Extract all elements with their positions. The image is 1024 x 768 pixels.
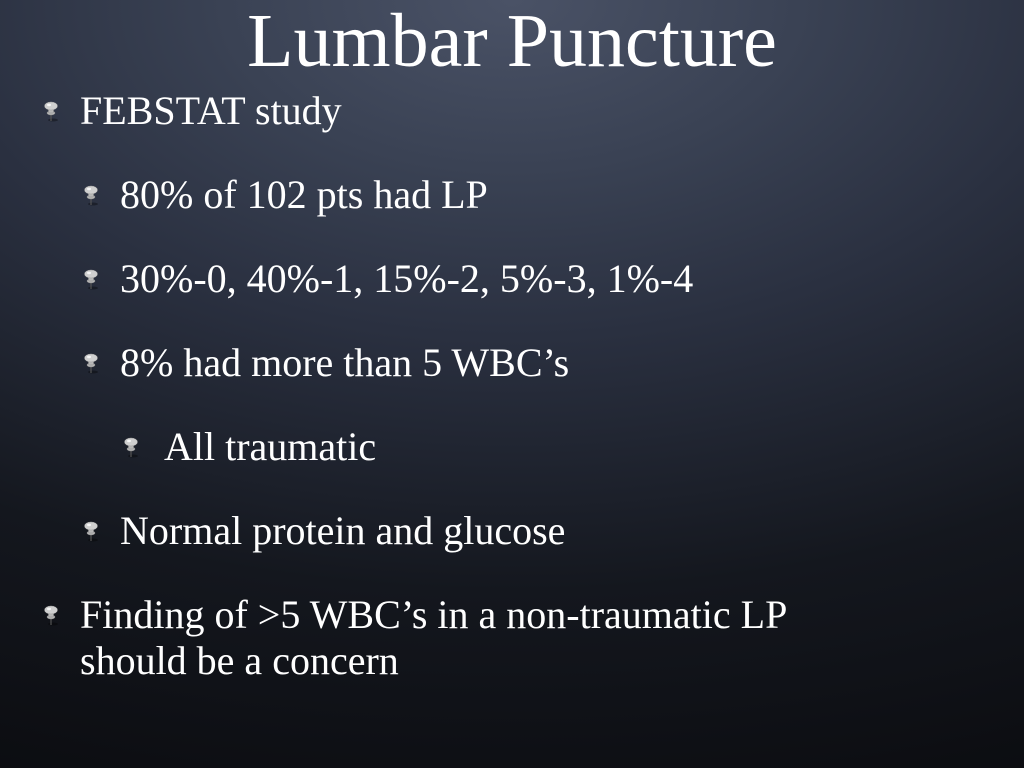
bullet-list-lvl2: 80% of 102 pts had LP 30%-0, 40%-1, 15%-… (80, 172, 984, 554)
list-item: 8% had more than 5 WBC’s All traumatic (80, 340, 984, 470)
pushpin-icon (80, 268, 102, 290)
bullet-text: 8% had more than 5 WBC’s (120, 340, 569, 385)
bullet-list-lvl1: FEBSTAT study 80% of 102 pts had LP 30%-… (40, 88, 984, 684)
bullet-text: FEBSTAT study (80, 88, 342, 133)
pushpin-icon (40, 604, 62, 626)
list-item: 80% of 102 pts had LP (80, 172, 984, 218)
bullet-text: 30%-0, 40%-1, 15%-2, 5%-3, 1%-4 (120, 256, 693, 301)
bullet-text: Normal protein and glucose (120, 508, 565, 553)
bullet-text: 80% of 102 pts had LP (120, 172, 488, 217)
pushpin-icon (80, 352, 102, 374)
slide: Lumbar Puncture FEBSTAT study 80% of 102… (0, 0, 1024, 768)
pushpin-icon (80, 184, 102, 206)
bullet-text: All traumatic (164, 424, 376, 469)
slide-title: Lumbar Puncture (40, 0, 984, 82)
list-item: Finding of >5 WBC’s in a non-traumatic L… (40, 592, 900, 684)
list-item: Normal protein and glucose (80, 508, 984, 554)
list-item: FEBSTAT study 80% of 102 pts had LP 30%-… (40, 88, 984, 554)
list-item: All traumatic (120, 424, 984, 470)
pushpin-icon (40, 100, 62, 122)
pushpin-icon (120, 436, 142, 458)
bullet-text: Finding of >5 WBC’s in a non-traumatic L… (80, 592, 786, 683)
list-item: 30%-0, 40%-1, 15%-2, 5%-3, 1%-4 (80, 256, 984, 302)
bullet-list-lvl3: All traumatic (120, 424, 984, 470)
pushpin-icon (80, 520, 102, 542)
